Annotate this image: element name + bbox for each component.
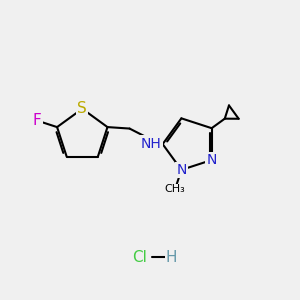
Text: H: H: [166, 250, 177, 265]
Text: N: N: [206, 153, 217, 167]
Text: CH₃: CH₃: [165, 184, 185, 194]
Text: N: N: [176, 163, 187, 177]
Text: S: S: [77, 101, 87, 116]
Text: NH: NH: [141, 136, 162, 151]
Text: F: F: [32, 113, 41, 128]
Text: Cl: Cl: [132, 250, 147, 265]
